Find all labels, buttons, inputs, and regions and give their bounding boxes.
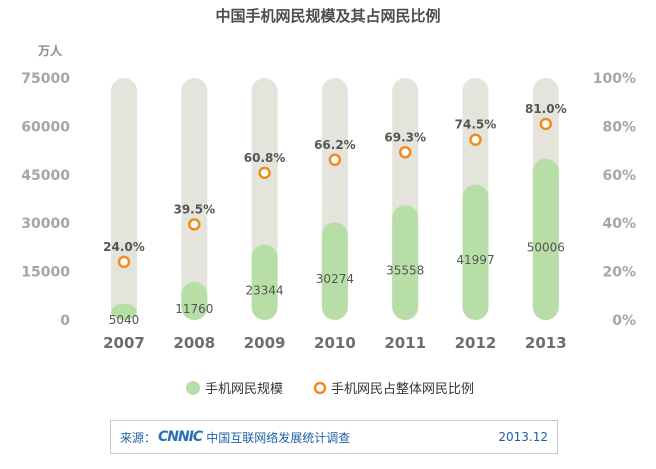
bar-value-label: 41997 — [456, 253, 494, 267]
x-tick-label: 2008 — [173, 334, 215, 352]
left-axis-unit: 万人 — [37, 43, 63, 58]
legend-label-bars: 手机网民规模 — [205, 382, 283, 397]
y2-tick-label: 60% — [602, 168, 636, 184]
y2-tick-label: 80% — [602, 119, 636, 135]
bar-value-label: 35558 — [386, 264, 424, 278]
y-tick-label: 45000 — [21, 168, 70, 184]
ratio-point — [469, 133, 482, 146]
x-tick-label: 2012 — [455, 334, 497, 352]
x-tick-label: 2011 — [384, 334, 426, 352]
ratio-label: 74.5% — [455, 118, 497, 132]
y-tick-label: 75000 — [21, 71, 70, 87]
y2-tick-label: 100% — [593, 71, 636, 87]
legend-label-ratio: 手机网民占整体网民比例 — [331, 382, 474, 397]
bar — [462, 184, 489, 320]
y2-tick-label: 20% — [602, 265, 636, 281]
chart-title: 中国手机网民规模及其占网民比例 — [215, 7, 440, 25]
cnnic-logo: CNNIC — [158, 429, 203, 445]
ratio-label: 39.5% — [173, 202, 215, 216]
bar-value-label: 50006 — [527, 240, 565, 254]
y2-tick-label: 40% — [602, 216, 636, 232]
legend-marker-bars — [186, 381, 200, 395]
x-tick-label: 2007 — [103, 334, 145, 352]
ratio-point — [188, 218, 201, 231]
ratio-label: 24.0% — [103, 240, 145, 254]
bar-value-label: 11760 — [175, 302, 213, 316]
ratio-point — [258, 166, 271, 180]
y-tick-label: 60000 — [21, 119, 70, 135]
bar-background — [181, 78, 208, 320]
ratio-point — [328, 153, 342, 167]
x-tick-label: 2013 — [525, 334, 567, 352]
ratio-point — [398, 146, 412, 159]
ratio-label: 66.2% — [314, 138, 356, 152]
ratio-label: 81.0% — [525, 102, 567, 116]
bar-value-label: 30274 — [316, 272, 354, 286]
y-tick-label: 15000 — [21, 265, 70, 281]
source-title: 中国互联网络发展统计调查 — [206, 430, 351, 445]
ratio-point — [539, 117, 553, 131]
bar-value-label: 5040 — [109, 313, 140, 327]
legend-marker-ratio — [313, 381, 327, 395]
bar-background — [111, 78, 137, 320]
bar — [111, 303, 137, 320]
y-tick-label: 0 — [60, 313, 70, 329]
source-date: 2013.12 — [498, 430, 548, 444]
y2-tick-label: 0% — [612, 313, 636, 329]
ratio-point — [117, 255, 131, 269]
x-tick-label: 2010 — [314, 334, 356, 352]
x-tick-label: 2009 — [244, 334, 286, 352]
bar — [532, 158, 559, 320]
bar — [321, 222, 348, 320]
source-label: 来源： — [120, 430, 157, 445]
bar — [251, 244, 278, 320]
ratio-label: 60.8% — [244, 151, 286, 165]
bar — [392, 205, 419, 320]
bar-value-label: 23344 — [246, 283, 284, 297]
bar — [181, 282, 208, 320]
y-tick-label: 30000 — [21, 216, 70, 232]
source-box: 来源： CNNIC 中国互联网络发展统计调查 2013.12 — [110, 420, 558, 454]
ratio-label: 69.3% — [384, 130, 426, 144]
